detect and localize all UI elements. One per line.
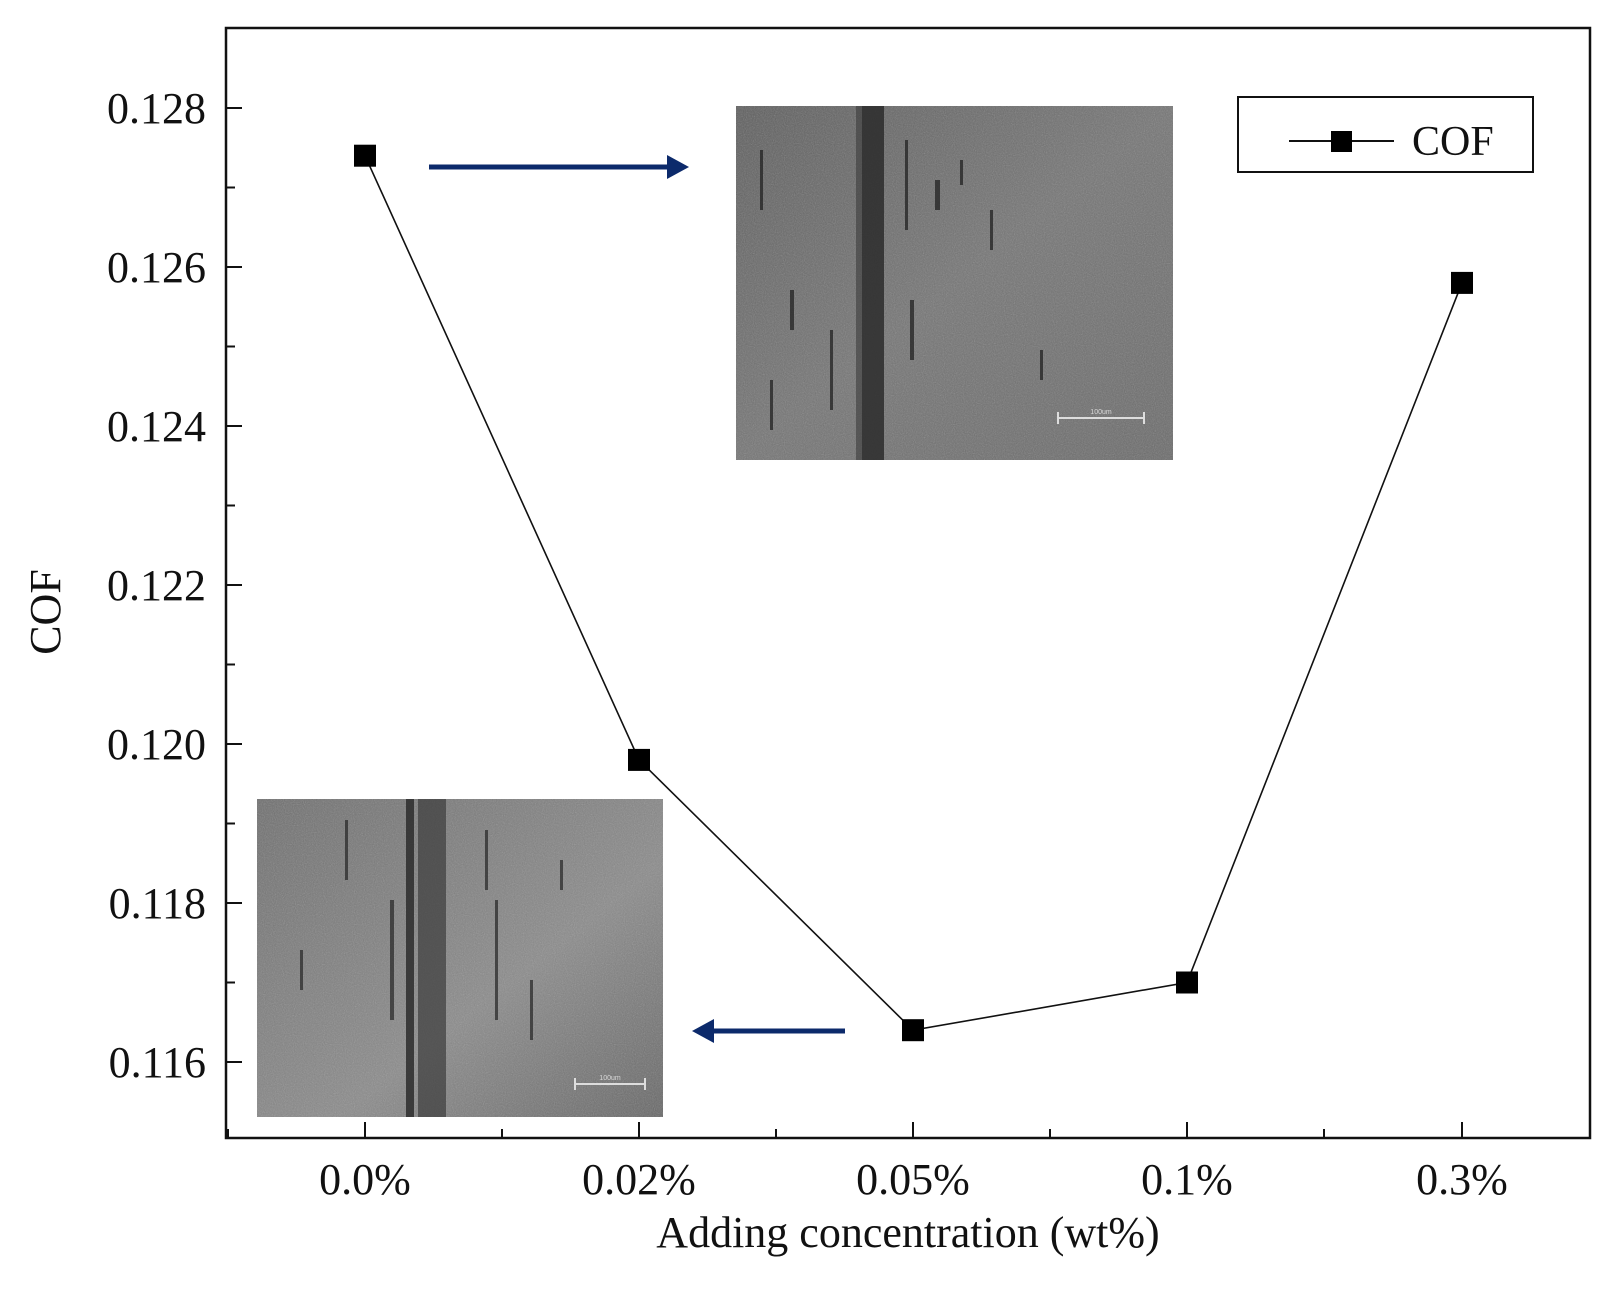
x-tick-label: 0.02% bbox=[582, 1155, 696, 1204]
scale-bar-label: 100um bbox=[1090, 409, 1112, 416]
scale-bar-label: 100um bbox=[599, 1075, 621, 1082]
y-tick-label: 0.126 bbox=[107, 243, 206, 292]
inset-micrograph-top: 100um bbox=[736, 106, 1173, 460]
data-point-0.05% bbox=[902, 1019, 924, 1042]
data-point-0.02% bbox=[628, 748, 650, 771]
legend-marker-icon bbox=[1331, 131, 1352, 152]
y-tick-label: 0.128 bbox=[107, 84, 206, 133]
x-tick-label: 0.1% bbox=[1141, 1155, 1233, 1204]
x-tick-label: 0.0% bbox=[319, 1155, 411, 1204]
plot-frame bbox=[224, 26, 1592, 1140]
x-axis-ticks bbox=[227, 1122, 1463, 1138]
arrow-right bbox=[429, 155, 689, 179]
data-point-0.0% bbox=[354, 144, 376, 167]
y-tick-label: 0.122 bbox=[107, 561, 206, 610]
y-axis-tick-labels: 0.116 0.118 0.120 0.122 0.124 0.126 0.12… bbox=[107, 84, 206, 1087]
data-point-0.3% bbox=[1451, 271, 1473, 294]
inset-micrograph-bottom: 100um bbox=[257, 799, 663, 1117]
legend-box bbox=[1237, 96, 1534, 173]
y-tick-label: 0.120 bbox=[107, 720, 206, 769]
x-tick-label: 0.3% bbox=[1416, 1155, 1508, 1204]
x-axis-title: Adding concentration (wt%) bbox=[656, 1208, 1159, 1257]
y-tick-label: 0.118 bbox=[109, 879, 206, 928]
y-tick-label: 0.116 bbox=[109, 1038, 206, 1087]
y-tick-label: 0.124 bbox=[107, 402, 206, 451]
x-tick-label: 0.05% bbox=[856, 1155, 970, 1204]
legend-label: COF bbox=[1412, 119, 1494, 165]
series-markers-cof bbox=[354, 144, 1473, 1042]
legend: COF bbox=[1237, 96, 1534, 173]
data-point-0.1% bbox=[1176, 971, 1198, 994]
y-axis-ticks bbox=[226, 107, 242, 1063]
arrow-left bbox=[692, 1019, 845, 1043]
x-axis-tick-labels: 0.0% 0.02% 0.05% 0.1% 0.3% bbox=[319, 1155, 1508, 1204]
y-axis-title: COF bbox=[21, 569, 70, 655]
